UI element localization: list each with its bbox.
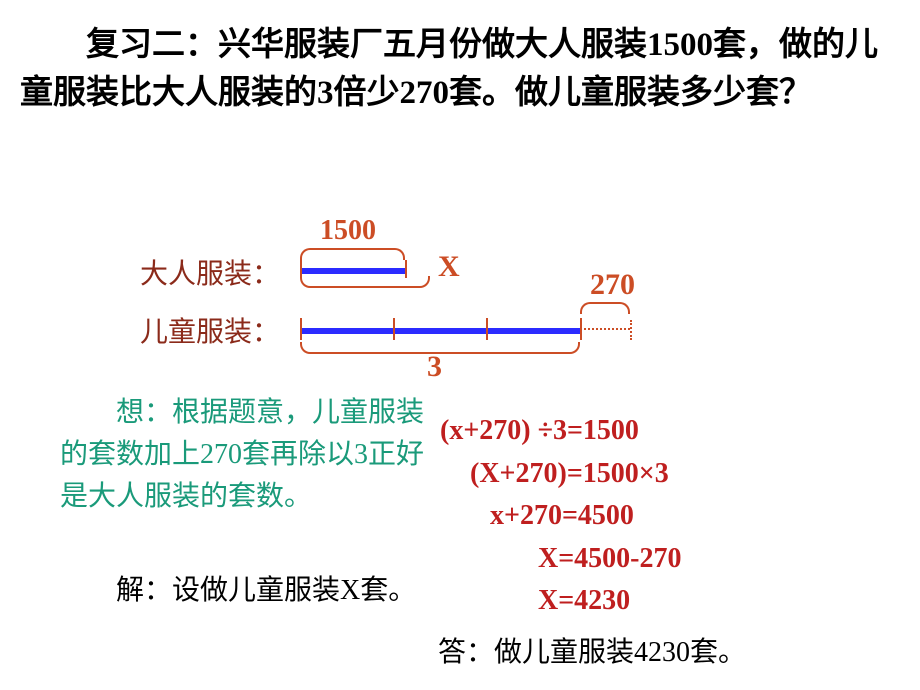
- equation-steps: (x+270) ÷3=1500 (X+270)=1500×3 x+270=450…: [440, 410, 682, 623]
- adult-bar: [300, 268, 405, 274]
- label-270: 270: [590, 268, 635, 302]
- label-adult: 大人服装：: [140, 252, 280, 292]
- eq-line: (X+270)=1500×3: [440, 453, 682, 496]
- value-1500: 1500: [320, 215, 376, 247]
- set-equation: 解：设做儿童服装X套。: [60, 570, 440, 612]
- label-x: X: [438, 250, 460, 284]
- label-3: 3: [427, 350, 442, 384]
- tick: [300, 318, 302, 340]
- eq-line: X=4500-270: [440, 538, 682, 581]
- dotted-tail: [630, 320, 632, 340]
- thinking-text: 想：根据题意，儿童服装的套数加上270套再除以3正好是大人服装的套数。: [60, 392, 430, 518]
- eq-line: x+270=4500: [440, 495, 682, 538]
- brace-1500: [300, 248, 405, 260]
- brace-x: [300, 276, 430, 288]
- tick: [393, 318, 395, 340]
- tick: [486, 318, 488, 340]
- child-bar: [300, 328, 580, 334]
- eq-line: (x+270) ÷3=1500: [440, 410, 682, 453]
- problem-statement: 复习二：兴华服装厂五月份做大人服装1500套，做的儿童服装比大人服装的3倍少27…: [20, 22, 900, 118]
- dotted-segment: [580, 328, 630, 330]
- answer-text: 答：做儿童服装4230套。: [438, 630, 746, 670]
- label-child: 儿童服装：: [140, 310, 280, 350]
- brace-270: [580, 302, 630, 314]
- eq-line: X=4230: [440, 580, 682, 623]
